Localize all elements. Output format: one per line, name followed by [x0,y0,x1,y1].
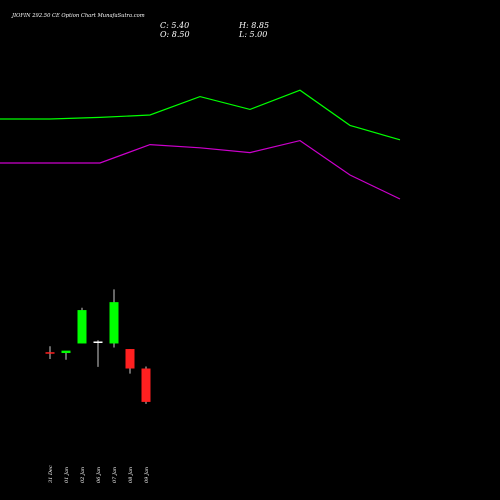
candle-body [141,368,151,402]
candle-body [61,350,71,354]
high-value: H: 8.85 [238,21,269,30]
candle-02-jan [77,307,87,344]
candle-07-jan [109,289,119,348]
candle-31-dec [45,346,55,359]
candle-body [45,352,55,354]
date-label: 08 Jan [128,467,134,483]
close-value: C: 5.40 [160,21,189,30]
candle-08-jan [125,349,135,374]
indicator-line-2 [0,139,401,200]
indicator-lines [0,89,401,200]
date-label: 09 Jan [144,467,150,483]
date-label: 06 Jan [96,467,102,483]
candlesticks [45,289,151,404]
date-label: 02 Jan [80,467,86,483]
indicator-line-1 [0,89,401,141]
candle-body [93,341,103,343]
date-label: 01 Jan [64,467,70,483]
candle-body [125,349,135,369]
low-value: L: 5.00 [238,30,267,39]
date-label: 31 Dec [48,465,54,483]
candle-01-jan [61,350,71,360]
candle-body [109,302,119,344]
date-labels: 31 Dec 01 Jan 02 Jan 06 Jan 07 Jan 08 Jan 09 J… [48,465,150,483]
chart-title: JIOFIN 292.50 CE Option Chart MunafaSutr… [11,13,145,19]
candle-09-jan [141,366,151,404]
candle-06-jan [93,340,103,367]
candle-body [77,310,87,344]
open-value: O: 8.50 [160,30,190,39]
date-label: 07 Jan [112,467,118,483]
